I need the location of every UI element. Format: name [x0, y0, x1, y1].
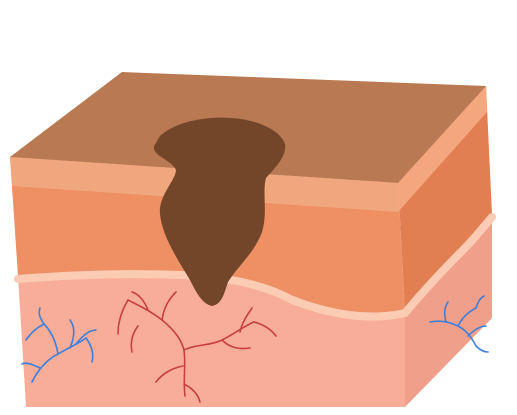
red-vessel-main [127, 299, 186, 397]
red-vessel-branch [155, 365, 184, 383]
basement-membrane-line [14, 213, 496, 321]
epidermis-side-face [398, 86, 492, 310]
blue-blood-vessels-right [429, 295, 489, 353]
blue-vessel-branch [43, 323, 59, 355]
blue-vessel-branch [75, 329, 97, 345]
red-blood-vessels [117, 291, 277, 403]
red-vessel-branch [253, 321, 277, 337]
blue-vessel-branch [457, 307, 477, 327]
blue-blood-vessels-left [21, 307, 97, 383]
red-vessel-branch [117, 299, 129, 335]
blue-vessel-branch [475, 345, 489, 353]
dermis-side-face [405, 214, 492, 407]
red-vessel-branch [221, 339, 251, 350]
blue-vessel-branch [21, 362, 41, 369]
epidermis-side-light-band [398, 86, 487, 212]
blue-vessel-branch [38, 307, 45, 325]
blue-vessel-branch [467, 325, 487, 337]
blue-vessel-branch [443, 301, 449, 323]
mole-lesion [153, 117, 286, 306]
red-vessel-branch [161, 291, 177, 321]
red-vessel-branch [239, 307, 253, 333]
blue-vessel-branch [69, 319, 75, 349]
red-vessel-branch [183, 383, 201, 403]
red-vessel-branch [131, 291, 149, 311]
red-vessel-branch [130, 325, 139, 353]
blue-vessel-branch [85, 337, 94, 363]
blue-vessel-branch [25, 323, 45, 341]
blue-vessel-branch [475, 295, 485, 309]
